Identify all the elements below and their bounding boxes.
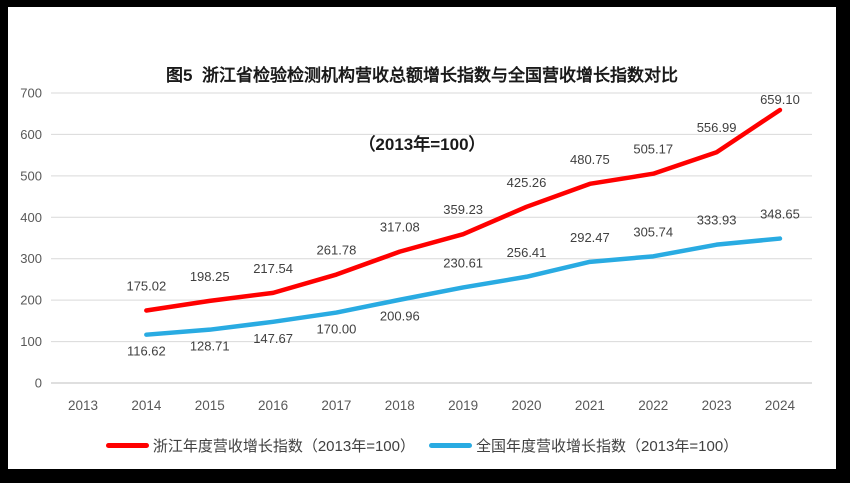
svg-text:659.10: 659.10 <box>760 92 800 107</box>
legend-label-national: 全国年度营收增长指数（2013年=100） <box>476 438 739 455</box>
series-data-labels-zhejiang: 175.02 198.25 217.54 261.78 317.08 359.23 425.… <box>126 92 799 294</box>
chart-title-line2: （2013年=100） <box>358 135 486 154</box>
svg-text:2013: 2013 <box>68 398 98 413</box>
svg-text:261.78: 261.78 <box>317 243 357 258</box>
gridlines <box>51 92 812 384</box>
svg-text:2020: 2020 <box>511 398 541 413</box>
svg-text:2017: 2017 <box>321 398 351 413</box>
svg-text:300: 300 <box>20 251 42 266</box>
svg-text:2024: 2024 <box>765 398 796 413</box>
svg-text:2021: 2021 <box>575 398 605 413</box>
series-line-zhejiang <box>144 107 783 313</box>
svg-text:200.96: 200.96 <box>380 309 420 324</box>
legend-line-marker-national <box>429 443 472 448</box>
svg-text:198.25: 198.25 <box>190 269 230 284</box>
svg-text:480.75: 480.75 <box>570 152 610 167</box>
legend-item-national: 全国年度营收增长指数（2013年=100） <box>429 435 738 456</box>
series-data-labels-national: 116.62 128.71 147.67 170.00 200.96 230.61 256.… <box>127 207 800 359</box>
svg-text:147.67: 147.67 <box>253 331 293 346</box>
svg-text:217.54: 217.54 <box>253 261 293 276</box>
svg-text:500: 500 <box>20 168 42 183</box>
svg-text:2018: 2018 <box>385 398 415 413</box>
svg-text:2015: 2015 <box>195 398 225 413</box>
svg-text:2022: 2022 <box>638 398 668 413</box>
svg-text:2019: 2019 <box>448 398 478 413</box>
svg-text:425.26: 425.26 <box>507 175 547 190</box>
legend-label-zhejiang: 浙江年度营收增长指数（2013年=100） <box>152 438 415 455</box>
svg-text:256.41: 256.41 <box>507 245 547 260</box>
svg-text:359.23: 359.23 <box>443 202 483 217</box>
svg-text:305.74: 305.74 <box>633 224 673 239</box>
svg-text:505.17: 505.17 <box>633 142 673 157</box>
svg-text:2016: 2016 <box>258 398 288 413</box>
svg-text:100: 100 <box>20 334 42 349</box>
x-axis-tick-labels: 2013 2014 2015 2016 2017 2018 2019 2020 2021 2022… <box>68 398 795 413</box>
svg-text:230.61: 230.61 <box>443 255 483 270</box>
svg-text:700: 700 <box>20 86 42 101</box>
svg-text:128.71: 128.71 <box>190 339 230 354</box>
svg-text:333.93: 333.93 <box>697 213 737 228</box>
svg-text:317.08: 317.08 <box>380 220 420 235</box>
figure-canvas: 图5 浙江省检验检测机构营收总额增长指数与全国营收增长指数对比 （2013年=1… <box>8 7 836 469</box>
svg-text:556.99: 556.99 <box>697 120 737 135</box>
series-line-national <box>144 236 783 337</box>
svg-text:600: 600 <box>20 127 42 142</box>
chart-legend: 浙江年度营收增长指数（2013年=100） 全国年度营收增长指数（2013年=1… <box>8 435 836 456</box>
chart-title-line1: 图5 浙江省检验检测机构营收总额增长指数与全国营收增长指数对比 <box>166 66 678 85</box>
svg-text:175.02: 175.02 <box>126 278 166 293</box>
svg-text:116.62: 116.62 <box>127 344 166 359</box>
svg-text:348.65: 348.65 <box>760 207 800 222</box>
svg-text:2014: 2014 <box>131 398 162 413</box>
chart-title: 图5 浙江省检验检测机构营收总额增长指数与全国营收增长指数对比 （2013年=1… <box>8 18 836 202</box>
svg-text:0: 0 <box>35 376 42 391</box>
legend-item-zhejiang: 浙江年度营收增长指数（2013年=100） <box>105 435 415 456</box>
svg-text:170.00: 170.00 <box>317 322 357 337</box>
svg-text:400: 400 <box>20 210 42 225</box>
legend-line-marker-zhejiang <box>105 443 149 448</box>
svg-text:292.47: 292.47 <box>570 230 610 245</box>
y-axis-tick-labels: 0 100 200 300 400 500 600 700 <box>20 86 42 391</box>
svg-text:2023: 2023 <box>702 398 732 413</box>
svg-text:200: 200 <box>20 293 42 308</box>
